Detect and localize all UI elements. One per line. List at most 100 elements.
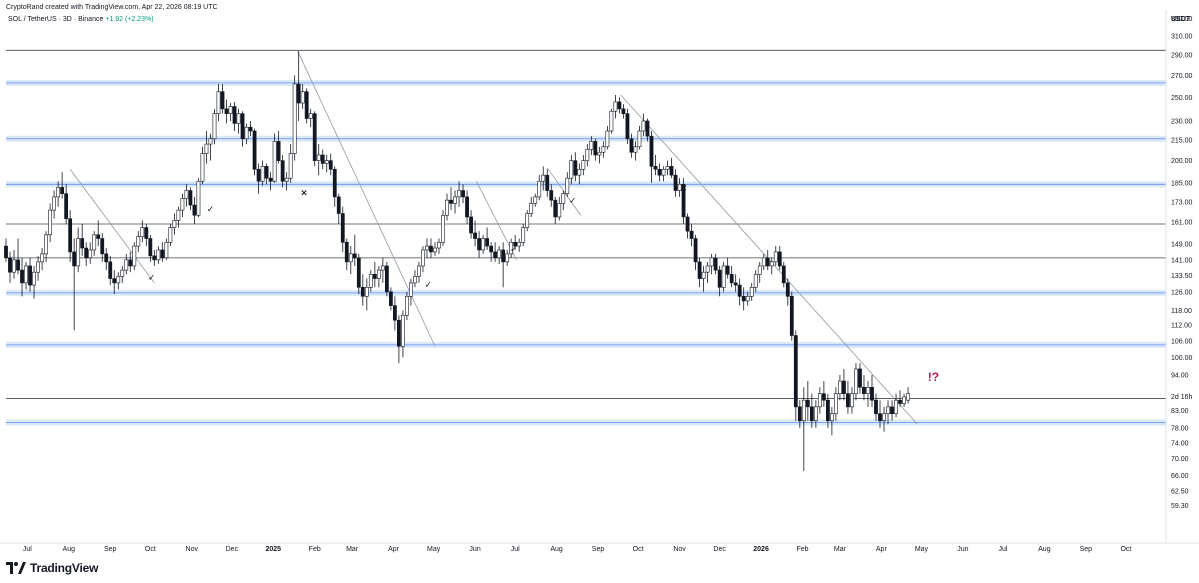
candle bbox=[585, 144, 590, 167]
candle bbox=[449, 187, 453, 211]
time-tick-label: Mar bbox=[346, 546, 359, 553]
candle-body bbox=[433, 247, 437, 253]
candle-body bbox=[409, 282, 413, 297]
time-tick-label: Sep bbox=[104, 546, 117, 553]
candle bbox=[76, 227, 81, 273]
time-axis[interactable]: Jul Aug Sep Oct Nov Dec 2025 Feb Mar Apr May Jun Jul… bbox=[23, 546, 1132, 553]
candle bbox=[609, 108, 614, 134]
candle-body bbox=[457, 190, 461, 198]
time-tick-label: Aug bbox=[63, 546, 76, 553]
candle-body bbox=[260, 166, 265, 182]
candle-body bbox=[521, 227, 526, 243]
candle bbox=[890, 400, 894, 421]
price-tick-label: 66.00 bbox=[1171, 473, 1189, 480]
candle bbox=[489, 242, 494, 262]
candle bbox=[437, 238, 441, 254]
time-tick-label: Mar bbox=[834, 546, 847, 553]
candle-body bbox=[637, 130, 642, 148]
candle bbox=[906, 387, 910, 404]
horizontal-levels bbox=[6, 49, 1166, 426]
candle bbox=[613, 95, 618, 119]
candle bbox=[601, 141, 606, 158]
price-tick-label: 200.00 bbox=[1171, 158, 1193, 165]
candle-body bbox=[801, 399, 806, 422]
candle-body bbox=[541, 174, 546, 182]
candle-body bbox=[597, 151, 602, 156]
candle-body bbox=[68, 218, 73, 253]
time-tick-label: Sep bbox=[1080, 546, 1093, 553]
candle bbox=[32, 265, 36, 299]
candle bbox=[817, 387, 822, 414]
tradingview-logo[interactable]: TradingView bbox=[6, 561, 98, 575]
candle bbox=[541, 166, 546, 191]
candle-body bbox=[376, 269, 381, 279]
candle bbox=[132, 242, 137, 271]
candle-body bbox=[665, 166, 670, 170]
candle-body bbox=[180, 198, 185, 211]
candle-body bbox=[729, 274, 734, 284]
chart-attribution: CryptoRand created with TradingView.com,… bbox=[6, 4, 218, 11]
candle-body bbox=[72, 251, 77, 267]
candle bbox=[697, 257, 702, 288]
candle-body bbox=[589, 141, 594, 150]
candle bbox=[557, 196, 562, 221]
candle bbox=[260, 160, 265, 186]
candle-body bbox=[517, 241, 522, 247]
cross-marker: × bbox=[680, 184, 688, 194]
candle bbox=[565, 172, 570, 197]
candle bbox=[108, 255, 113, 286]
candle-body bbox=[8, 257, 12, 273]
candle bbox=[304, 88, 309, 124]
candle-body bbox=[240, 113, 245, 140]
candle bbox=[665, 160, 670, 176]
candle bbox=[312, 111, 317, 167]
candle-body bbox=[629, 138, 634, 153]
candle bbox=[168, 223, 173, 247]
candle bbox=[761, 253, 766, 271]
candle-body bbox=[80, 238, 85, 249]
candle-body bbox=[641, 120, 646, 132]
candle-body bbox=[328, 160, 333, 170]
candle-body bbox=[753, 274, 758, 288]
candle bbox=[68, 210, 73, 262]
candle bbox=[846, 381, 850, 414]
candle bbox=[128, 251, 133, 273]
candle bbox=[721, 261, 726, 292]
candle-body bbox=[761, 257, 766, 267]
candle-body bbox=[220, 91, 225, 110]
candle-body bbox=[701, 271, 706, 279]
candle bbox=[180, 193, 185, 217]
candle bbox=[649, 130, 654, 183]
candle-body bbox=[92, 234, 97, 251]
time-tick-label: Nov bbox=[673, 546, 686, 553]
candle-body bbox=[413, 276, 417, 284]
price-axis[interactable]: USDT 330.00 310.00 290.00 270.00 250.00 230.0… bbox=[1167, 16, 1199, 510]
candle bbox=[24, 261, 28, 290]
candle bbox=[292, 75, 297, 161]
candle bbox=[581, 155, 586, 176]
candle-body bbox=[617, 101, 622, 110]
time-tick-label: Oct bbox=[145, 546, 156, 553]
candle bbox=[264, 163, 269, 185]
candle-body bbox=[829, 413, 834, 422]
candle bbox=[104, 248, 109, 271]
candle bbox=[529, 196, 534, 217]
candle-body bbox=[677, 183, 682, 191]
candle bbox=[376, 265, 381, 288]
candle-body bbox=[384, 265, 389, 293]
candle-body bbox=[493, 251, 498, 259]
candle-body bbox=[705, 265, 710, 273]
candle bbox=[789, 291, 794, 341]
candle-body bbox=[112, 278, 117, 284]
candle bbox=[461, 184, 465, 204]
markers: ✓ ✓ × ✓ ✓ ✓ ×!? bbox=[148, 184, 939, 385]
candle bbox=[425, 238, 429, 258]
price-tick-label: 74.00 bbox=[1171, 440, 1189, 447]
candle bbox=[429, 238, 433, 258]
time-tick-label: May bbox=[427, 546, 441, 553]
candle bbox=[593, 138, 598, 161]
candle bbox=[56, 181, 61, 207]
candle bbox=[441, 210, 445, 247]
candle-body bbox=[429, 245, 433, 253]
